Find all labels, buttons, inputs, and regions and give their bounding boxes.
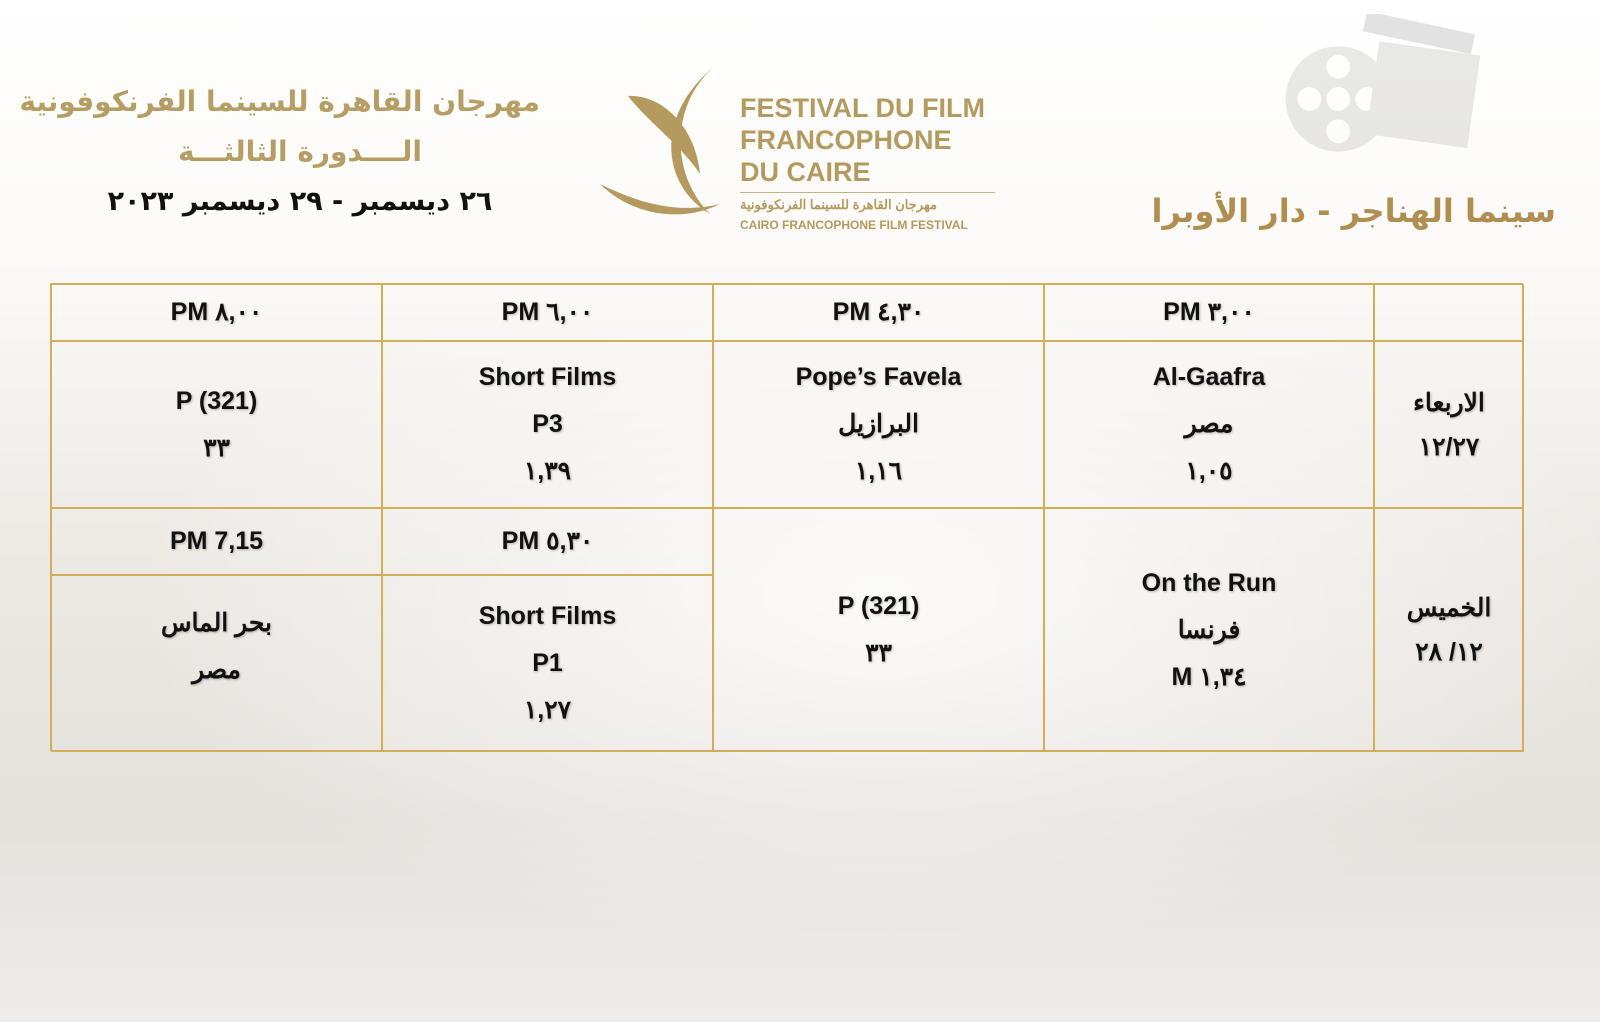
time-label: PM ٦,٠٠ xyxy=(501,298,594,326)
time-label: PM 7,15 xyxy=(169,527,264,555)
film-duration: ١,١٦ xyxy=(854,457,903,485)
film-title: Short Films xyxy=(478,363,617,391)
screening-cell: Short Films P3 ١,٣٩ xyxy=(382,341,713,508)
festival-dates: ٢٦ ديسمبر - ٢٩ ديسمبر ٢٠٢٣ xyxy=(107,186,493,217)
screening-cell: Al-Gaafra مصر ١,٠٥ xyxy=(1044,341,1374,508)
festival-logo-icon xyxy=(600,66,720,215)
film-duration: ٣٣ xyxy=(865,639,892,667)
time-header: PM ٤,٣٠ xyxy=(713,284,1044,341)
logo-line-3: DU CAIRE xyxy=(740,157,871,187)
logo-line-2: FRANCOPHONE xyxy=(740,125,952,155)
time-label: PM ٣,٠٠ xyxy=(1163,298,1255,326)
screening-cell: بحر الماس مصر xyxy=(51,575,382,752)
film-duration: ٣٣ xyxy=(203,433,230,462)
film-reel-icon xyxy=(1285,14,1481,152)
film-duration: ١,٢٧ xyxy=(523,696,572,724)
time-header: PM ٦,٠٠ xyxy=(382,284,713,341)
film-duration: M ١,٣٤ xyxy=(1171,662,1247,691)
film-title: On the Run xyxy=(1141,568,1277,597)
corner-cell xyxy=(1374,284,1524,341)
time-override: PM 7,15 xyxy=(51,508,382,575)
film-title: بحر الماس xyxy=(161,609,272,637)
logo-arabic: مهرجان القاهرة للسينما الفرنكوفونية xyxy=(740,192,995,214)
time-label: PM ٨,٠٠ xyxy=(170,298,263,326)
day-name: الاربعاء xyxy=(1413,388,1485,417)
time-override: PM ٥,٣٠ xyxy=(382,508,713,575)
film-title: Al-Gaafra xyxy=(1152,363,1266,391)
screening-cell: On the Run فرنسا M ١,٣٤ xyxy=(1044,508,1374,752)
time-label: PM ٥,٣٠ xyxy=(501,527,594,555)
film-duration: ١,٣٩ xyxy=(523,457,572,485)
screening-cell: Short Films P1 ١,٢٧ xyxy=(382,575,713,752)
film-country: مصر xyxy=(1184,410,1234,438)
time-header: PM ٨,٠٠ xyxy=(51,284,382,341)
film-title: Short Films xyxy=(478,602,617,630)
film-duration: ١,٠٥ xyxy=(1185,457,1233,485)
day-cell: الخميس ١٢/ ٢٨ xyxy=(1374,508,1524,752)
film-country: البرازيل xyxy=(838,410,919,438)
day-date: ١٢/٢٧ xyxy=(1418,432,1480,461)
screening-cell: P (321) ٣٣ xyxy=(51,341,382,508)
day-date: ١٢/ ٢٨ xyxy=(1415,638,1483,666)
logo-text: FESTIVAL DU FILM FRANCOPHONE DU CAIRE مه… xyxy=(740,92,1020,233)
screening-cell: Pope’s Favela البرازيل ١,١٦ xyxy=(713,341,1044,508)
day-cell: الاربعاء ١٢/٢٧ xyxy=(1374,341,1524,508)
schedule-table: PM ٨,٠٠ PM ٦,٠٠ PM ٤,٣٠ PM ٣,٠٠ P (321) … xyxy=(50,283,1524,752)
edition-label: الــــدورة الثالثـــة xyxy=(177,135,423,168)
film-title: Pope’s Favela xyxy=(795,363,962,391)
screening-cell: P (321) ٣٣ xyxy=(713,508,1044,752)
film-title: P (321) xyxy=(175,386,258,415)
film-country: فرنسا xyxy=(1177,615,1241,644)
logo-line-1: FESTIVAL DU FILM xyxy=(740,93,985,123)
film-title: P (321) xyxy=(837,592,920,620)
background-photo xyxy=(0,250,1600,1022)
day-name: الخميس xyxy=(1406,594,1492,622)
venue-title: سينما الهناجر - دار الأوبرا xyxy=(1151,192,1556,230)
logo-english: CAIRO FRANCOPHONE FILM FESTIVAL xyxy=(740,218,968,232)
time-header: PM ٣,٠٠ xyxy=(1044,284,1374,341)
film-program: P3 xyxy=(532,410,563,438)
time-label: PM ٤,٣٠ xyxy=(832,298,925,326)
film-program: P1 xyxy=(532,649,563,677)
film-country: مصر xyxy=(192,656,241,684)
festival-title-arabic: مهرجان القاهرة للسينما الفرنكوفونية xyxy=(19,85,540,118)
